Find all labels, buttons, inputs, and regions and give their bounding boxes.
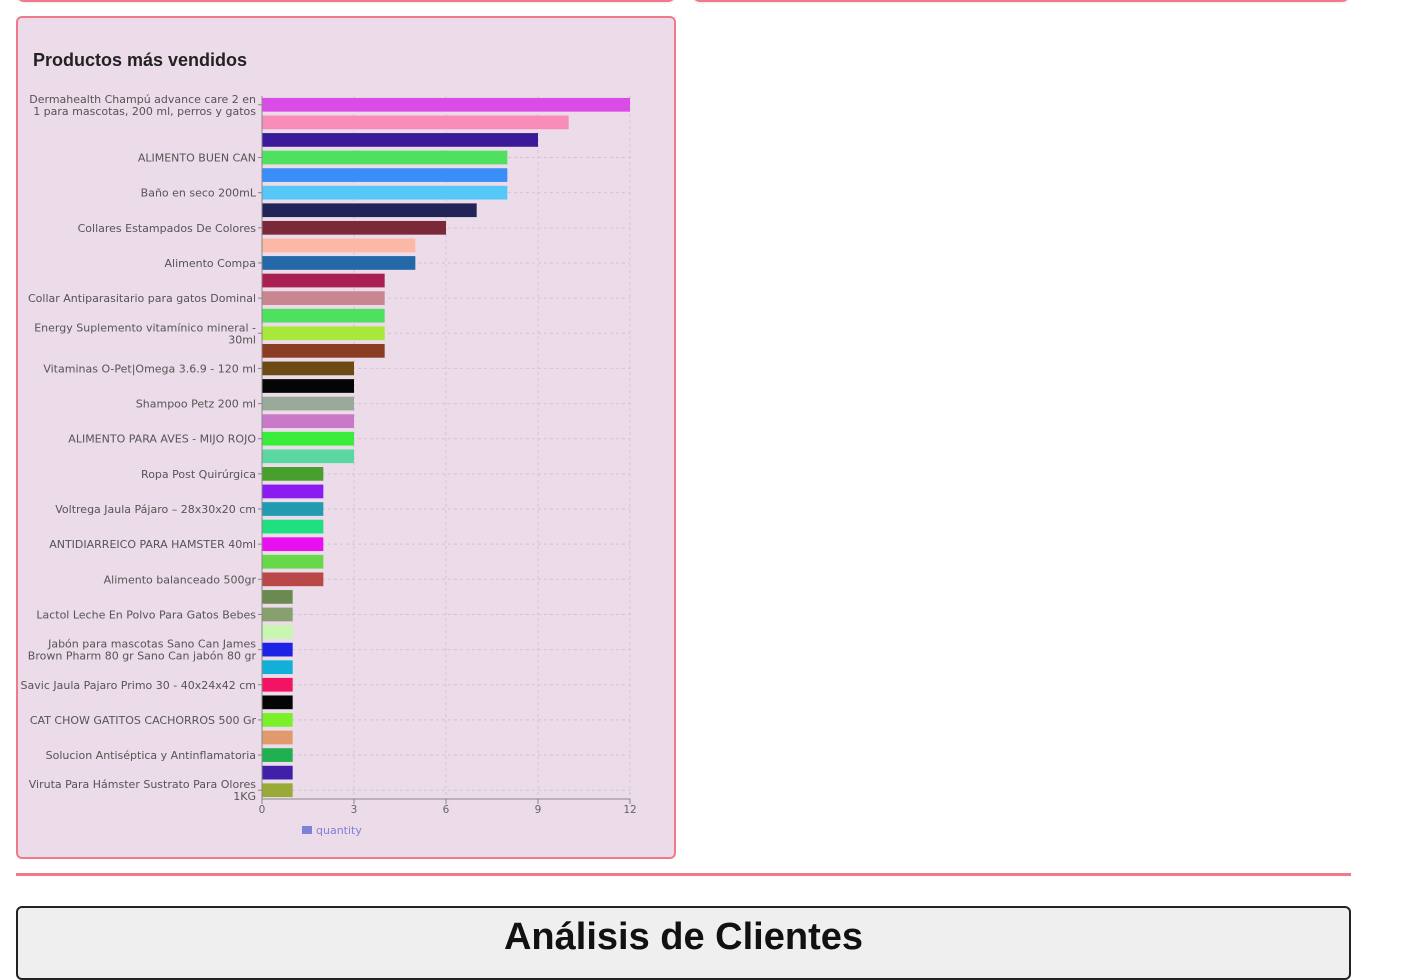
y-tick-label-line: Savic Jaula Pajaro Primo 30 - 40x24x42 c… (21, 679, 256, 692)
y-tick-label-line: ALIMENTO PARA AVES - MIJO ROJO (68, 433, 256, 446)
top-products-chart-card: Productos más vendidos 0 3 6 9 12 Dermahealth… (16, 16, 676, 859)
bar[interactable] (262, 150, 508, 165)
bar[interactable] (262, 695, 293, 710)
bar[interactable] (262, 343, 385, 358)
client-analysis-section: Análisis de Clientes (16, 906, 1351, 980)
y-tick-label-line: ANTIDIARREICO PARA HAMSTER 40ml (49, 538, 256, 551)
bar[interactable] (262, 537, 324, 552)
y-tick-label-line: Collar Antiparasitario para gatos Domina… (28, 292, 256, 305)
x-tick-label: 12 (623, 804, 636, 816)
bar[interactable] (262, 97, 630, 112)
bar[interactable] (262, 765, 293, 780)
y-tick-label-line: Voltrega Jaula Pájaro – 28x30x20 cm (55, 503, 256, 516)
bar-chart: 0 3 6 9 12 Dermahealth Champú advance care 2 … (21, 93, 637, 837)
bar[interactable] (262, 115, 569, 130)
bar[interactable] (262, 361, 354, 376)
y-tick-label-line: ALIMENTO BUEN CAN (138, 152, 256, 165)
bar[interactable] (262, 677, 293, 692)
bar[interactable] (262, 519, 324, 534)
x-tick-label: 9 (535, 804, 542, 816)
section-divider (16, 873, 1351, 876)
bar[interactable] (262, 396, 354, 411)
y-tick-label: Alimento balanceado 500gr (104, 573, 257, 586)
bar[interactable] (262, 572, 324, 587)
bar[interactable] (262, 467, 324, 481)
y-tick-label-line: Energy Suplemento vitamínico mineral - (34, 321, 256, 334)
y-tick-label: Collar Antiparasitario para gatos Domina… (28, 292, 256, 305)
section-title: Análisis de Clientes (503, 916, 863, 958)
y-tick-label: ALIMENTO PARA AVES - MIJO ROJO (68, 433, 256, 446)
bar[interactable] (262, 449, 354, 464)
bar[interactable] (262, 660, 293, 675)
bar[interactable] (262, 484, 324, 499)
y-tick-label-line: Alimento Compa (165, 257, 256, 270)
y-tick-label-line: Jabón para mascotas Sano Can James (47, 638, 256, 651)
bar[interactable] (262, 308, 385, 323)
y-tick-label: Voltrega Jaula Pájaro – 28x30x20 cm (55, 503, 256, 516)
y-tick-label-line: Vitaminas O-Pet|Omega 3.6.9 - 120 ml (43, 362, 256, 375)
y-tick-label: Dermahealth Champú advance care 2 en 1 pa… (29, 93, 256, 118)
y-tick-label-line: Lactol Leche En Polvo Para Gatos Bebes (36, 608, 256, 621)
y-tick-label-line: 1KG (233, 790, 256, 803)
y-tick-label-line: Brown Pharm 80 gr Sano Can jabón 80 gr (28, 650, 257, 663)
y-tick-label-line: 30ml (228, 333, 256, 346)
bar[interactable] (262, 238, 416, 253)
bar[interactable] (262, 291, 385, 305)
y-tick-label-line: Dermahealth Champú advance care 2 en (29, 93, 256, 106)
legend-label[interactable]: quantity (316, 824, 362, 837)
y-tick-label-line: Alimento balanceado 500gr (104, 573, 257, 586)
bar[interactable] (262, 414, 354, 428)
bar[interactable] (262, 642, 293, 657)
bar[interactable] (262, 273, 385, 288)
y-tick-label: ALIMENTO BUEN CAN (138, 152, 256, 165)
bar[interactable] (262, 713, 293, 727)
bar[interactable] (262, 502, 324, 516)
y-tick-label-line: 1 para mascotas, 200 ml, perros y gatos (33, 105, 256, 118)
y-tick-label: Lactol Leche En Polvo Para Gatos Bebes (36, 608, 256, 621)
y-tick-label: Savic Jaula Pajaro Primo 30 - 40x24x42 c… (21, 679, 256, 692)
chart-title: Productos más vendidos (33, 50, 248, 70)
legend-swatch[interactable] (302, 826, 312, 834)
y-tick-label-line: CAT CHOW GATITOS CACHORROS 500 Gr (30, 714, 257, 727)
bar[interactable] (262, 133, 538, 147)
y-tick-label-line: Baño en seco 200mL (141, 187, 257, 200)
bar[interactable] (262, 220, 446, 235)
y-tick-label-line: Ropa Post Quirúrgica (141, 468, 256, 481)
bar[interactable] (262, 625, 293, 639)
x-tick-label: 3 (351, 804, 358, 816)
top-card-right (692, 0, 1350, 2)
y-tick-label: Collares Estampados De Colores (78, 222, 257, 235)
bar[interactable] (262, 554, 324, 569)
y-tick-label: Ropa Post Quirúrgica (141, 468, 256, 481)
bar[interactable] (262, 256, 416, 270)
y-tick-label: Energy Suplemento vitamínico mineral -30… (34, 321, 256, 346)
y-tick-label-line: Viruta Para Hámster Sustrato Para Olores (29, 778, 257, 791)
bar[interactable] (262, 203, 477, 218)
bar[interactable] (262, 379, 354, 393)
bar[interactable] (262, 730, 293, 745)
bar[interactable] (262, 748, 293, 762)
y-tick-label: Shampoo Petz 200 ml (136, 398, 256, 411)
top-card-left (16, 0, 676, 2)
bar[interactable] (262, 783, 293, 798)
y-tick-label: Alimento Compa (165, 257, 256, 270)
bar[interactable] (262, 185, 508, 200)
bar[interactable] (262, 168, 508, 182)
x-tick-label: 6 (443, 804, 450, 816)
y-tick-label: Solucion Antiséptica y Antinflamatoria (46, 749, 256, 762)
y-tick-label-line: Solucion Antiséptica y Antinflamatoria (46, 749, 256, 762)
y-tick-label-line: Shampoo Petz 200 ml (136, 398, 256, 411)
y-tick-label: Baño en seco 200mL (141, 187, 257, 200)
bar[interactable] (262, 326, 385, 341)
bar[interactable] (262, 607, 293, 622)
y-tick-label: ANTIDIARREICO PARA HAMSTER 40ml (49, 538, 256, 551)
bar[interactable] (262, 590, 293, 604)
x-tick-label: 0 (259, 804, 266, 816)
bar[interactable] (262, 431, 354, 446)
y-tick-label: Jabón para mascotas Sano Can James Brown … (28, 638, 257, 663)
y-tick-label: Vitaminas O-Pet|Omega 3.6.9 - 120 ml (43, 362, 256, 375)
y-tick-label: CAT CHOW GATITOS CACHORROS 500 Gr (30, 714, 257, 727)
y-tick-label: Viruta Para Hámster Sustrato Para Olores… (29, 778, 257, 803)
y-tick-label-line: Collares Estampados De Colores (78, 222, 257, 235)
